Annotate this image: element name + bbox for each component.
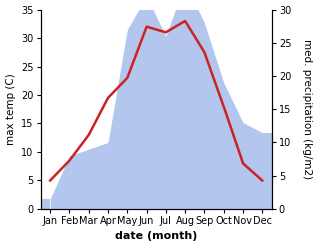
- X-axis label: date (month): date (month): [115, 231, 197, 242]
- Y-axis label: max temp (C): max temp (C): [5, 73, 16, 145]
- Y-axis label: med. precipitation (kg/m2): med. precipitation (kg/m2): [302, 39, 313, 179]
